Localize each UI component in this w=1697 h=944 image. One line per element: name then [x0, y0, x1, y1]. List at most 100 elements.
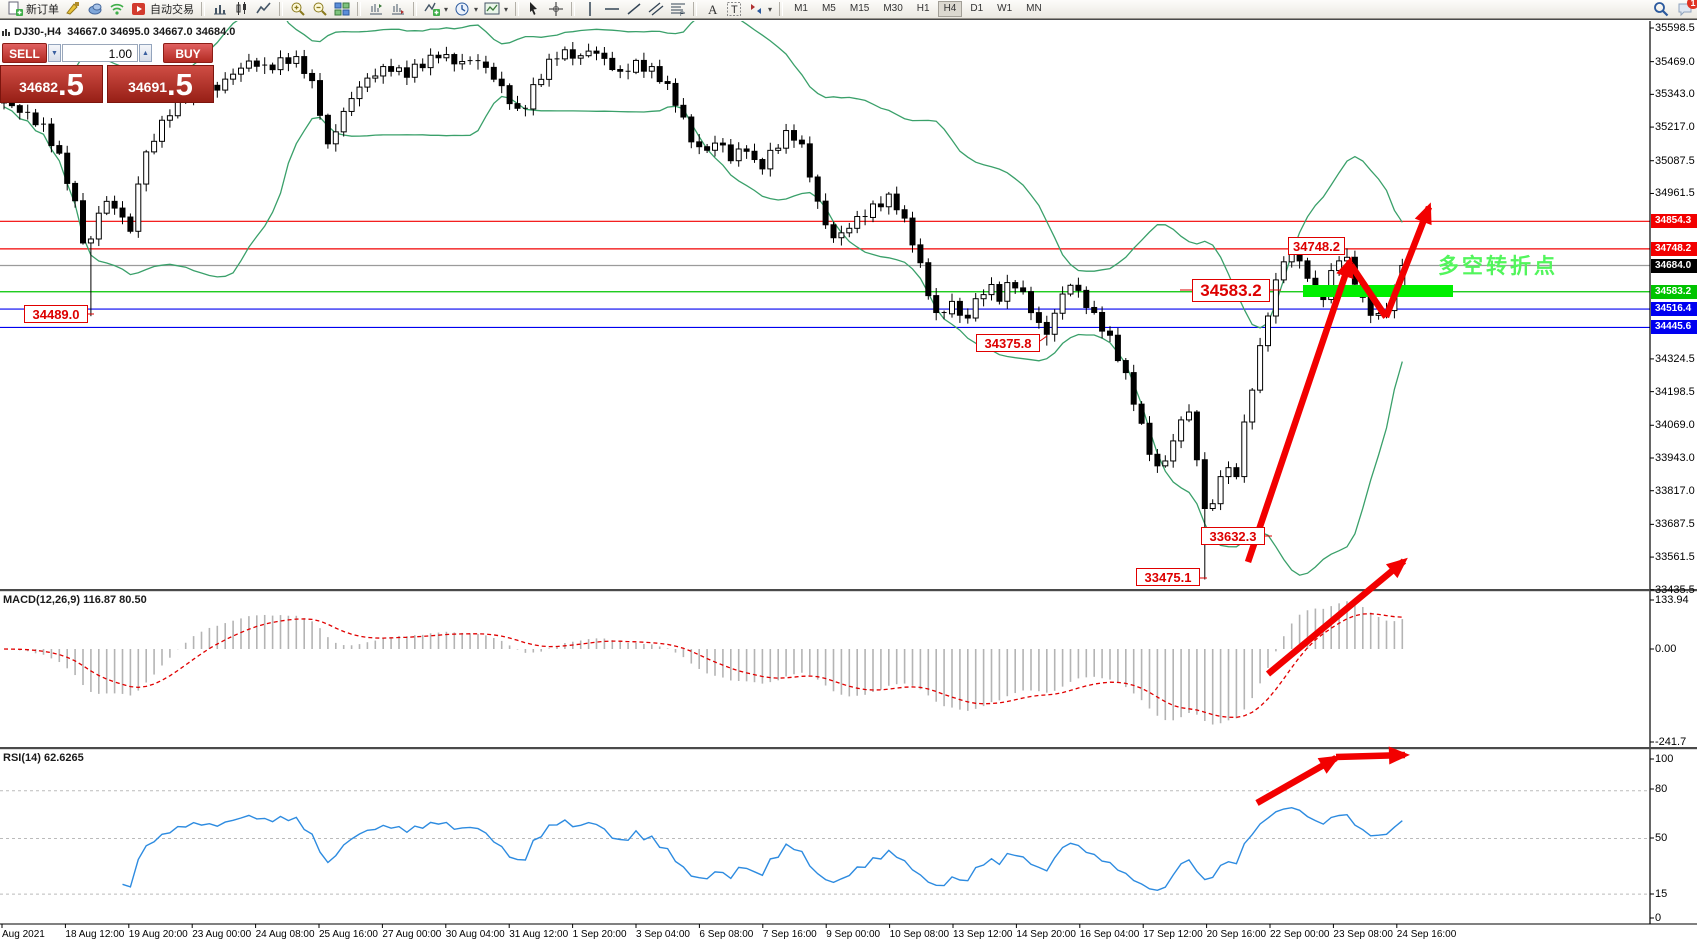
candle-body — [222, 78, 229, 91]
publish-button[interactable] — [84, 1, 106, 18]
line-chart-button[interactable] — [253, 1, 275, 18]
zoom-in-button[interactable] — [287, 1, 309, 18]
templates-button[interactable]: ▾ — [481, 1, 511, 18]
text-button[interactable]: A — [701, 1, 723, 18]
cursor-button[interactable] — [523, 1, 545, 18]
trendline-button[interactable] — [623, 1, 645, 18]
timeframe-button-W1[interactable]: W1 — [997, 3, 1013, 14]
candle-body — [451, 54, 458, 65]
candle-chart-button[interactable] — [231, 1, 253, 18]
candle-body — [103, 200, 110, 214]
candle-body — [680, 104, 687, 118]
brush-glyph — [66, 2, 79, 15]
channel-glyph — [648, 2, 664, 16]
candle-body — [1154, 453, 1161, 467]
rsi-axis-tick: 100 — [1655, 753, 1674, 765]
new-order-button[interactable]: 新订单 — [4, 1, 62, 18]
rsi-trend-arrow[interactable] — [1335, 746, 1410, 765]
channel-button[interactable] — [645, 1, 667, 18]
signals-button[interactable] — [106, 1, 128, 18]
zoom-out-button[interactable] — [309, 1, 331, 18]
candle-body — [988, 284, 995, 296]
periods-button[interactable]: ▾ — [451, 1, 481, 18]
time-axis-label: Aug 2021 — [2, 929, 45, 940]
bar-chart-button[interactable] — [209, 1, 231, 18]
chart-shift-button[interactable] — [365, 1, 387, 18]
zigzag-glyph — [256, 2, 271, 14]
arrows-button[interactable]: ▾ — [745, 1, 775, 18]
candle-body — [830, 224, 837, 239]
tile-windows-button[interactable] — [331, 1, 353, 18]
price-tag-33475.1[interactable]: 33475.1 — [1136, 568, 1200, 586]
candle-body — [877, 203, 884, 208]
green-highlight-bar[interactable] — [1303, 285, 1453, 297]
trend-arrow[interactable] — [1244, 256, 1354, 564]
macd-panel-splitter[interactable] — [0, 589, 1697, 592]
timeframe-button-M30[interactable]: M30 — [883, 3, 903, 14]
price-tag-33632.3[interactable]: 33632.3 — [1201, 527, 1265, 545]
buy-button[interactable]: BUY — [163, 43, 213, 63]
candle-body — [617, 69, 624, 72]
fibonacci-button[interactable]: F — [667, 1, 689, 18]
candle-body — [1217, 476, 1224, 505]
buy-price-button[interactable]: 34691.5 — [107, 65, 214, 103]
price-tag-34375.8[interactable]: 34375.8 — [976, 334, 1040, 352]
candle-body — [427, 54, 434, 69]
timeframe-button-H1[interactable]: H1 — [916, 3, 930, 14]
candle-body — [419, 63, 426, 69]
price-badge-34445.6: 34445.6 — [1651, 320, 1697, 335]
timeframe-button-M15[interactable]: M15 — [849, 3, 870, 14]
sell-price-button[interactable]: 34682.5 — [0, 65, 103, 103]
horizontal-line-button[interactable] — [601, 1, 623, 18]
volume-decrease-button[interactable]: ▼ — [48, 44, 61, 62]
candle-body — [514, 103, 521, 109]
toolbar-separator — [571, 2, 576, 16]
trend-arrow[interactable] — [1382, 202, 1433, 319]
time-axis-label: 27 Aug 00:00 — [382, 929, 442, 940]
chevron-down-icon: ▾ — [474, 4, 479, 14]
timeframe-button-H4[interactable]: H4 — [937, 1, 963, 17]
timeframe-button-M5[interactable]: M5 — [821, 3, 836, 14]
price-axis-tick: 35217.0 — [1655, 121, 1695, 134]
candle-body — [506, 85, 513, 105]
timeframe-button-MN[interactable]: MN — [1026, 3, 1042, 14]
price-tag-34748.2[interactable]: 34748.2 — [1288, 237, 1345, 255]
bollinger-upper-band — [3, 21, 1403, 329]
timeframe-button-D1[interactable]: D1 — [970, 3, 984, 14]
price-tag-34583.2[interactable]: 34583.2 — [1192, 279, 1270, 302]
crosshair-button[interactable] — [545, 1, 567, 18]
candle-body — [656, 66, 663, 83]
candle-body — [340, 110, 347, 133]
candle-body — [688, 116, 695, 143]
sell-button[interactable]: SELL — [2, 43, 47, 63]
auto-scroll-button[interactable] — [387, 1, 409, 18]
candle-body — [1170, 440, 1177, 462]
candle-body — [759, 159, 766, 170]
timeframe-button-M1[interactable]: M1 — [794, 3, 808, 14]
macd-indicator-label: MACD(12,26,9) 116.87 80.50 — [3, 594, 147, 606]
candle-body — [704, 146, 711, 151]
notifications-icon[interactable]: 1 — [1677, 0, 1697, 17]
rsi-panel-splitter[interactable] — [0, 747, 1697, 750]
autotrading-button[interactable]: 自动交易 — [128, 1, 197, 18]
volume-input[interactable]: 1.00 — [62, 44, 138, 62]
rsi-axis-tick: 0 — [1655, 912, 1662, 924]
indicators-button[interactable]: ▾ — [421, 1, 451, 18]
time-axis-label: 6 Sep 08:00 — [699, 929, 754, 940]
price-badge-34748.2: 34748.2 — [1651, 241, 1697, 256]
vertical-line-button[interactable] — [579, 1, 601, 18]
candle-body — [80, 200, 86, 244]
text-label-button[interactable]: T — [723, 1, 745, 18]
candle-body — [1336, 260, 1343, 272]
search-icon[interactable] — [1653, 1, 1669, 17]
rsi-trend-arrow[interactable] — [1255, 755, 1341, 806]
chart-ohlc-header: DJ30-,H4 34667.0 34695.0 34667.0 34684.0 — [14, 26, 235, 38]
highlighter-button[interactable] — [62, 1, 84, 18]
price-tag-34489.0[interactable]: 34489.0 — [24, 305, 88, 323]
candle-body — [909, 217, 916, 246]
trend-arrow[interactable] — [1348, 263, 1389, 319]
price-badge-34583.2: 34583.2 — [1651, 284, 1697, 299]
volume-increase-button[interactable]: ▲ — [139, 44, 152, 62]
macd-trend-arrow[interactable] — [1265, 557, 1408, 677]
